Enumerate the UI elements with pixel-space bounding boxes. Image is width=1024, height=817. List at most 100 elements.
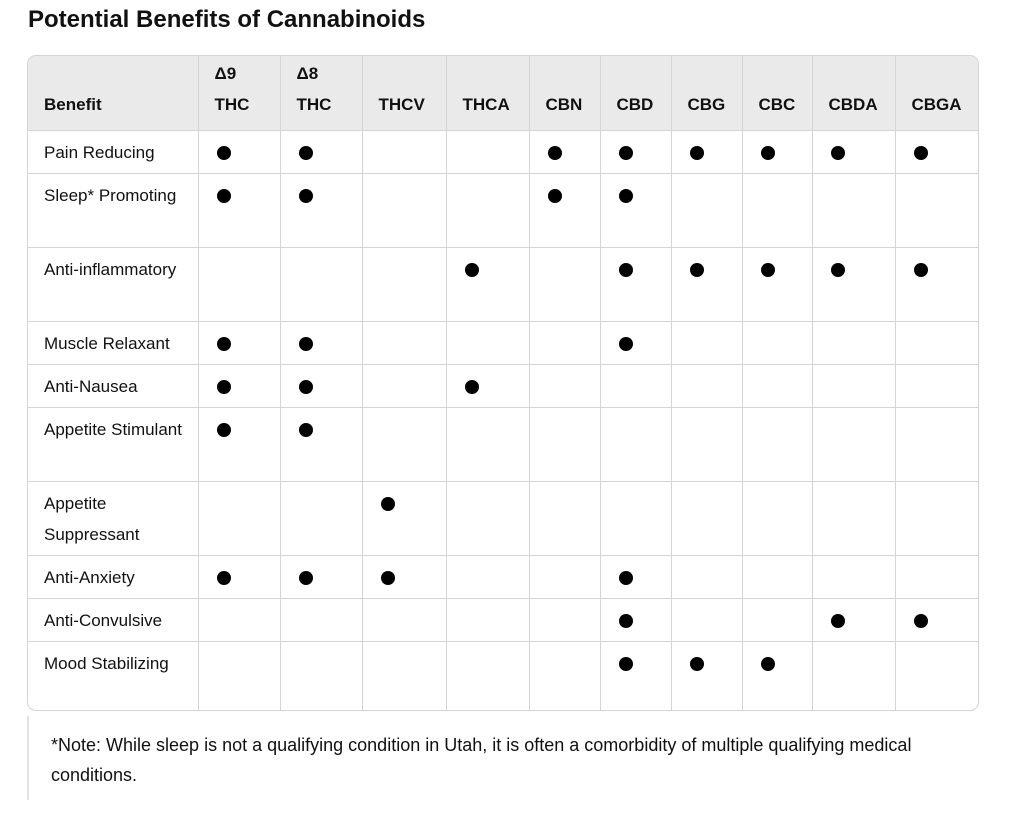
bullet-dot-icon bbox=[298, 188, 313, 203]
benefits-table: Benefit Δ9 THC Δ8 THC THCV THCA CBN CBD CB… bbox=[28, 56, 978, 710]
mark-cell bbox=[600, 641, 672, 710]
mark-cell bbox=[280, 407, 363, 482]
benefit-cell: Muscle Relaxant bbox=[28, 321, 199, 365]
mark-cell bbox=[446, 555, 530, 599]
bullet-dot-icon bbox=[760, 656, 775, 671]
header-col-4: CBN bbox=[529, 56, 601, 131]
mark-cell bbox=[812, 481, 896, 556]
mark-cell bbox=[742, 247, 813, 322]
mark-cell bbox=[812, 555, 896, 599]
mark-cell bbox=[812, 130, 896, 174]
mark-cell bbox=[671, 364, 743, 408]
mark-cell bbox=[446, 364, 530, 408]
header-col-4-line2: CBN bbox=[545, 94, 583, 114]
benefit-cell: Anti-Anxiety bbox=[28, 555, 199, 599]
bullet-dot-icon bbox=[298, 570, 313, 585]
mark-cell bbox=[600, 247, 672, 322]
bullet-dot-icon bbox=[618, 145, 633, 160]
bullet-dot-icon bbox=[547, 188, 562, 203]
table-row: Sleep* Promoting bbox=[28, 173, 978, 248]
bullet-dot-icon bbox=[830, 145, 845, 160]
mark-cell bbox=[600, 555, 672, 599]
bullet-dot-icon bbox=[618, 613, 633, 628]
mark-cell bbox=[895, 481, 978, 556]
mark-cell bbox=[529, 407, 601, 482]
mark-cell bbox=[742, 130, 813, 174]
table-row: Mood Stabilizing bbox=[28, 641, 978, 710]
header-col-2-line2: THCV bbox=[378, 94, 425, 114]
table-row: Anti-Anxiety bbox=[28, 555, 978, 599]
benefit-cell: Anti-inflammatory bbox=[28, 247, 199, 322]
mark-cell bbox=[446, 598, 530, 642]
mark-cell bbox=[280, 247, 363, 322]
bullet-dot-icon bbox=[547, 145, 562, 160]
header-col-6-line2: CBG bbox=[687, 94, 726, 114]
header-col-7-line2: CBC bbox=[758, 94, 796, 114]
mark-cell bbox=[529, 130, 601, 174]
mark-cell bbox=[280, 641, 363, 710]
bullet-dot-icon bbox=[689, 656, 704, 671]
mark-cell bbox=[529, 598, 601, 642]
mark-cell bbox=[198, 641, 281, 710]
header-col-7: CBC bbox=[742, 56, 813, 131]
mark-cell bbox=[895, 598, 978, 642]
mark-cell bbox=[198, 247, 281, 322]
header-col-0: Δ9 THC bbox=[198, 56, 281, 131]
table-row: Pain Reducing bbox=[28, 130, 978, 174]
mark-cell bbox=[529, 641, 601, 710]
header-col-1-line2: THC bbox=[296, 94, 332, 114]
bullet-dot-icon bbox=[618, 262, 633, 277]
mark-cell bbox=[446, 321, 530, 365]
header-col-0-line2: THC bbox=[214, 94, 250, 114]
bullet-dot-icon bbox=[216, 379, 231, 394]
header-col-5: CBD bbox=[600, 56, 672, 131]
header-col-0-line1: Δ9 bbox=[214, 63, 237, 83]
mark-cell bbox=[671, 130, 743, 174]
mark-cell bbox=[812, 364, 896, 408]
mark-cell bbox=[362, 364, 447, 408]
mark-cell bbox=[742, 364, 813, 408]
benefit-cell: Pain Reducing bbox=[28, 130, 199, 174]
mark-cell bbox=[600, 321, 672, 365]
bullet-dot-icon bbox=[216, 570, 231, 585]
mark-cell bbox=[280, 321, 363, 365]
mark-cell bbox=[198, 321, 281, 365]
benefit-cell: Mood Stabilizing bbox=[28, 641, 199, 710]
mark-cell bbox=[812, 598, 896, 642]
header-col-6: CBG bbox=[671, 56, 743, 131]
mark-cell bbox=[362, 641, 447, 710]
header-col-3-line2: THCA bbox=[462, 94, 510, 114]
bullet-dot-icon bbox=[464, 262, 479, 277]
bullet-dot-icon bbox=[216, 188, 231, 203]
mark-cell bbox=[742, 555, 813, 599]
bullet-dot-icon bbox=[380, 496, 395, 511]
mark-cell bbox=[742, 407, 813, 482]
mark-cell bbox=[600, 407, 672, 482]
bullet-dot-icon bbox=[689, 145, 704, 160]
mark-cell bbox=[529, 173, 601, 248]
mark-cell bbox=[280, 130, 363, 174]
bullet-dot-icon bbox=[298, 145, 313, 160]
bullet-dot-icon bbox=[760, 262, 775, 277]
header-col-5-line2: CBD bbox=[616, 94, 654, 114]
mark-cell bbox=[362, 173, 447, 248]
mark-cell bbox=[198, 130, 281, 174]
mark-cell bbox=[812, 321, 896, 365]
page-title: Potential Benefits of Cannabinoids bbox=[28, 6, 426, 33]
mark-cell bbox=[446, 481, 530, 556]
mark-cell bbox=[600, 598, 672, 642]
bullet-dot-icon bbox=[618, 188, 633, 203]
header-col-9-line2: CBGA bbox=[911, 94, 962, 114]
benefit-cell: Appetite Suppressant bbox=[28, 481, 199, 556]
mark-cell bbox=[812, 407, 896, 482]
mark-cell bbox=[529, 247, 601, 322]
mark-cell bbox=[600, 173, 672, 248]
mark-cell bbox=[529, 555, 601, 599]
mark-cell bbox=[671, 555, 743, 599]
mark-cell bbox=[895, 321, 978, 365]
mark-cell bbox=[895, 641, 978, 710]
table-row: Muscle Relaxant bbox=[28, 321, 978, 365]
mark-cell bbox=[362, 130, 447, 174]
header-col-9: CBGA bbox=[895, 56, 978, 131]
mark-cell bbox=[671, 598, 743, 642]
